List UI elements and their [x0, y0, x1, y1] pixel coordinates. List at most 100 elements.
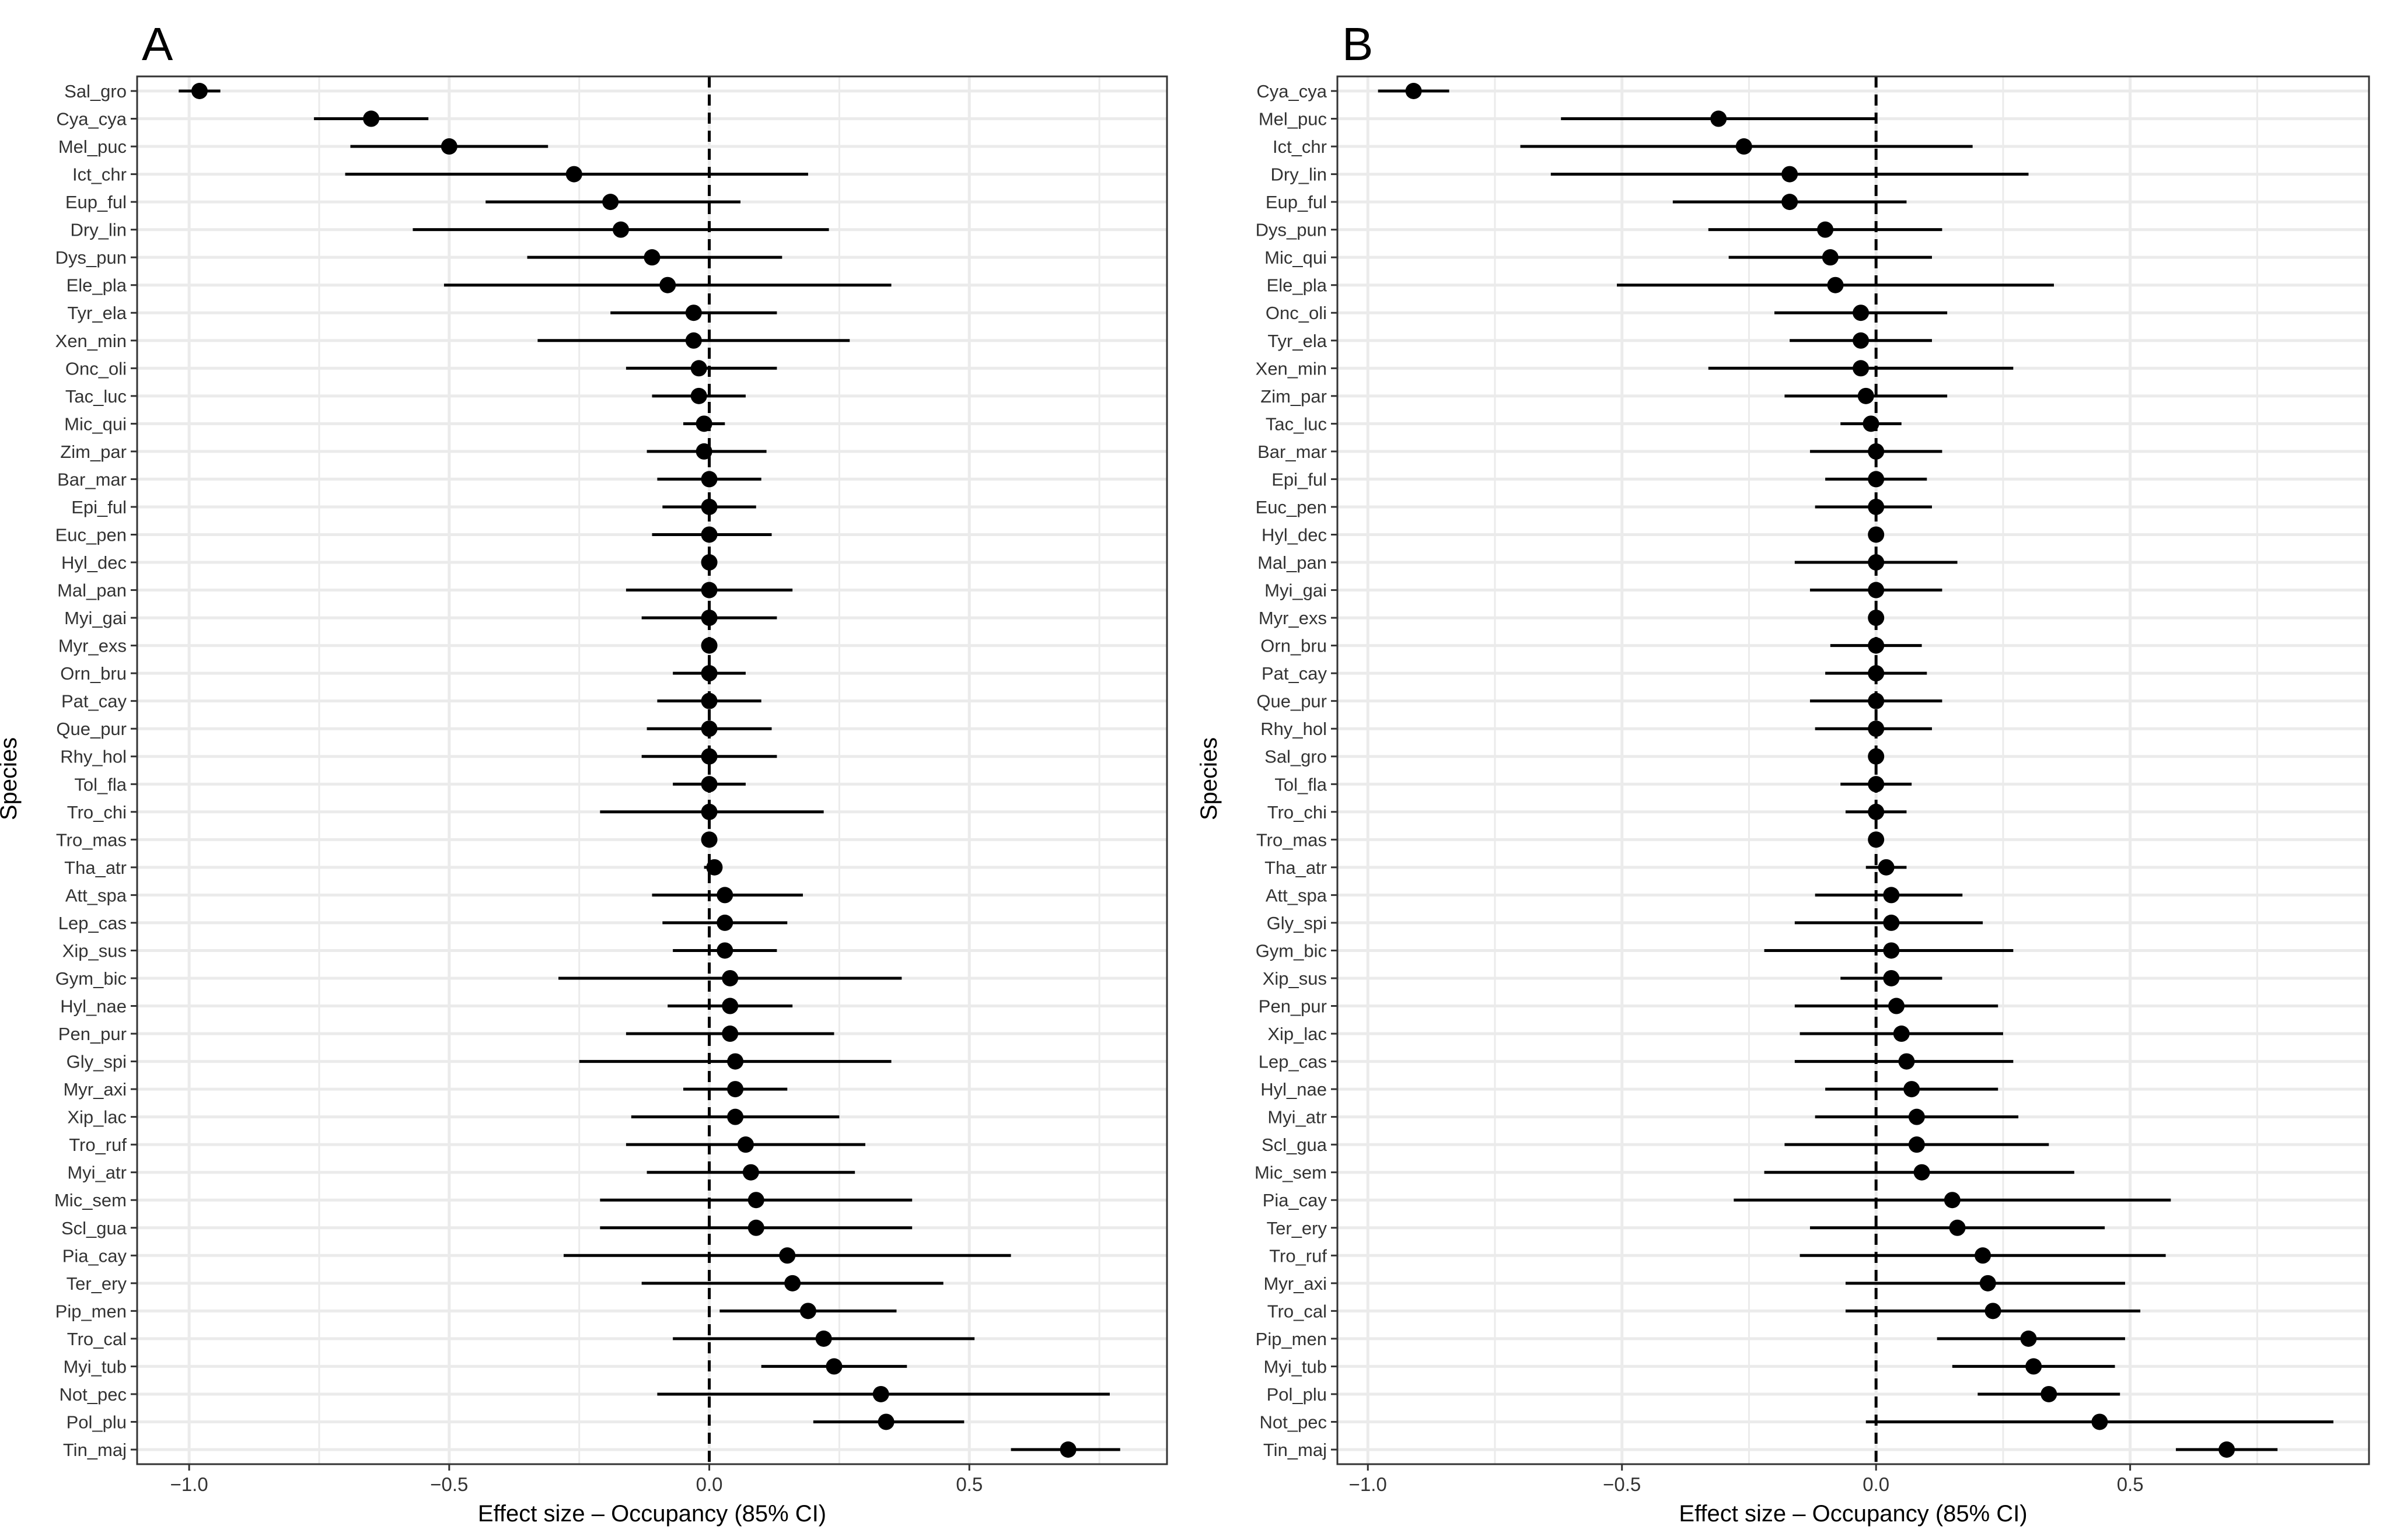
- y-tick-label: Mel_puc: [1259, 109, 1327, 130]
- y-tick-label: Eup_ful: [65, 192, 127, 212]
- y-tick-label: Pat_cay: [61, 691, 127, 712]
- point-gym-bic: [722, 970, 739, 986]
- x-tick-label: 0.5: [2117, 1474, 2144, 1495]
- point-gym-bic: [1883, 942, 1900, 959]
- point-eup-ful: [1781, 194, 1798, 211]
- y-tick-label: Myi_atr: [1267, 1107, 1327, 1128]
- y-tick-label: Orn_bru: [1260, 636, 1327, 656]
- y-tick-label: Gly_spi: [1267, 913, 1327, 933]
- point-gly-spi: [727, 1053, 744, 1070]
- y-tick-label: Tro_ruf: [69, 1135, 127, 1155]
- y-tick-label: Ict_chr: [1273, 136, 1327, 157]
- point-mic-qui: [696, 415, 712, 432]
- point-rhy-hol: [1868, 720, 1885, 737]
- point-hyl-nae: [722, 998, 739, 1014]
- y-tick-label: Tac_luc: [1266, 414, 1327, 434]
- point-xen-min: [685, 332, 702, 349]
- point-epi-ful: [701, 498, 718, 515]
- point-ter-ery: [784, 1275, 801, 1292]
- y-tick-label: Rhy_hol: [1260, 719, 1327, 739]
- x-tick-label: −1.0: [170, 1474, 208, 1495]
- point-mel-puc: [441, 138, 457, 155]
- plot-area-a: [137, 76, 1167, 1464]
- y-tick-label: Scl_gua: [1262, 1135, 1327, 1155]
- y-tick-label: Pol_plu: [67, 1412, 127, 1432]
- y-tick-label: Xen_min: [1256, 358, 1327, 379]
- point-zim-par: [696, 443, 712, 460]
- point-pia-cay: [779, 1247, 796, 1264]
- y-tick-label: Onc_oli: [1266, 303, 1327, 323]
- y-tick-label: Tha_atr: [1264, 858, 1327, 878]
- y-tick-label: Que_pur: [1256, 691, 1327, 712]
- x-axis-title: Effect size – Occupancy (85% CI): [478, 1501, 826, 1527]
- point-tyr-ela: [1853, 332, 1870, 349]
- point-tro-cal: [815, 1330, 832, 1347]
- point-tro-chi: [701, 803, 718, 820]
- point-tac-luc: [690, 387, 707, 404]
- point-xip-sus: [1883, 970, 1900, 986]
- y-tick-label: Tro_ruf: [1269, 1245, 1327, 1266]
- y-tick-label: Zim_par: [1260, 386, 1327, 407]
- point-mic-sem: [747, 1192, 764, 1209]
- y-tick-label: Cya_cya: [1256, 81, 1327, 102]
- y-tick-label: Tro_mas: [56, 830, 127, 850]
- point-pol-plu: [878, 1413, 895, 1430]
- point-xip-sus: [717, 942, 733, 959]
- point-not-pec: [872, 1385, 889, 1402]
- y-tick-label: Ict_chr: [72, 164, 127, 185]
- y-tick-label: Hyl_nae: [60, 996, 127, 1017]
- panel-a: A Sal_gro Cya_cya Mel_puc Ict_chr Eup_ful Dry…: [0, 18, 1168, 1527]
- y-tick-label: Tro_chi: [1267, 802, 1327, 822]
- point-myr-axi: [727, 1081, 744, 1098]
- point-orn-bru: [701, 665, 718, 682]
- y-tick-label: Ele_pla: [67, 275, 127, 296]
- point-gly-spi: [1883, 914, 1900, 931]
- point-sal-gro: [1868, 748, 1885, 765]
- y-tick-label: Mel_puc: [58, 136, 127, 157]
- y-tick-label: Cya_cya: [56, 109, 127, 130]
- point-onc-oli: [1853, 304, 1870, 321]
- point-att-spa: [717, 887, 733, 904]
- y-tick-label: Tha_atr: [64, 858, 127, 878]
- point-xen-min: [1853, 360, 1870, 377]
- point-pol-plu: [2040, 1385, 2057, 1402]
- y-tick-label: Tac_luc: [65, 386, 127, 407]
- point-lep-cas: [1898, 1053, 1915, 1070]
- point-mal-pan: [701, 582, 718, 598]
- y-tick-label: Xip_lac: [1267, 1024, 1327, 1044]
- point-dry-lin: [613, 221, 630, 238]
- y-tick-label: Tyr_ela: [67, 303, 127, 323]
- point-dry-lin: [1781, 166, 1798, 183]
- point-xip-lac: [1893, 1026, 1910, 1042]
- x-tick-label: 0.0: [696, 1474, 723, 1495]
- y-tick-label: Pia_cay: [62, 1245, 127, 1266]
- point-mal-pan: [1868, 554, 1885, 571]
- x-tick-label: −0.5: [430, 1474, 468, 1495]
- y-tick-label: Sal_gro: [64, 81, 127, 102]
- point-orn-bru: [1868, 637, 1885, 654]
- point-pat-cay: [1868, 665, 1885, 682]
- x-tick-label: −1.0: [1349, 1474, 1387, 1495]
- y-tick-label: Xip_sus: [62, 940, 127, 961]
- y-tick-label: Myi_gai: [64, 608, 127, 628]
- point-hyl-dec: [1868, 526, 1885, 543]
- y-tick-label: Att_spa: [65, 885, 127, 905]
- y-tick-label: Rhy_hol: [60, 747, 127, 767]
- y-tick-label: Lep_cas: [1259, 1052, 1327, 1072]
- y-tick-label: Xip_lac: [67, 1107, 127, 1128]
- point-tol-fla: [701, 776, 718, 793]
- point-mic-qui: [1822, 249, 1839, 266]
- panel-b-label: B: [1342, 18, 1373, 70]
- point-tol-fla: [1868, 776, 1885, 793]
- point-eup-ful: [602, 194, 619, 211]
- point-myi-tub: [826, 1358, 843, 1375]
- point-tac-luc: [1863, 415, 1879, 432]
- point-tro-ruf: [737, 1136, 754, 1153]
- y-tick-label: Hyl_dec: [1262, 524, 1327, 545]
- panel-border-b: [1336, 75, 2370, 1465]
- y-tick-label: Eup_ful: [1266, 192, 1327, 212]
- y-tick-label: Mic_sem: [54, 1190, 127, 1210]
- point-tro-mas: [1868, 831, 1885, 848]
- point-tin-maj: [1060, 1441, 1077, 1458]
- point-myr-exs: [1868, 610, 1885, 626]
